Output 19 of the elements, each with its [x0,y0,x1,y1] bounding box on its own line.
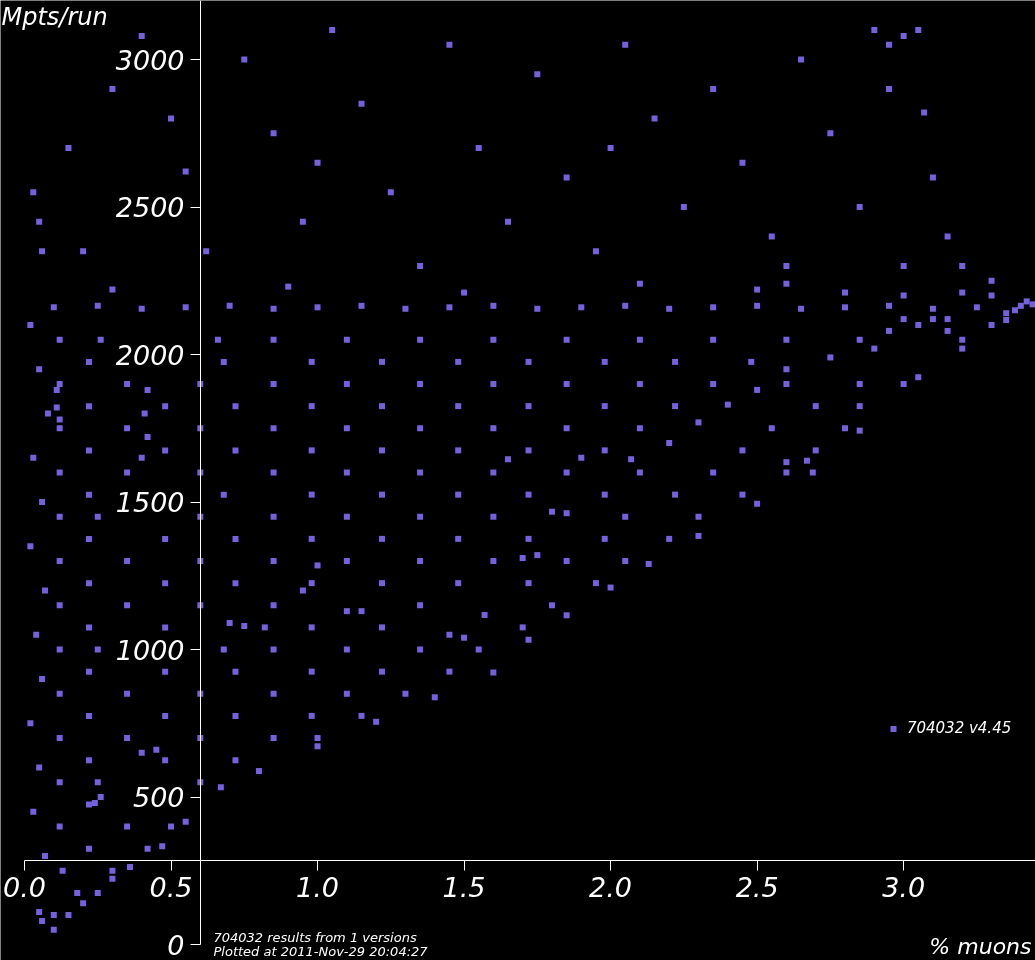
y-tick-label: 2000 [115,339,185,371]
y-tick-label: 2500 [115,192,185,223]
x-tick-label: 0.0 [3,871,46,903]
y-tick-label: 500 [132,782,185,813]
x-tick-label: 3.0 [882,871,926,903]
legend-label: 704032 v4.45 [906,719,1012,738]
y-tick-label: 1000 [115,634,185,666]
annotation: Plotted at 2011-Nov-29 20:04:27 [213,943,429,959]
y-tick-label: 3000 [115,44,185,76]
x-tick-label: 2.5 [735,871,779,903]
x-tick-label: 2.0 [589,871,633,903]
x-tick-label: 0.5 [149,871,193,903]
annotation: 704032 results from 1 versions [213,929,417,945]
y-tick-label: 1500 [115,487,185,518]
x-tick-label: 1.5 [442,871,486,903]
y-axis-title: Mpts/run [1,2,108,31]
x-axis-title: % muons [929,933,1032,959]
y-tick-label: 0 [167,929,185,960]
x-tick-label: 1.0 [296,871,340,903]
